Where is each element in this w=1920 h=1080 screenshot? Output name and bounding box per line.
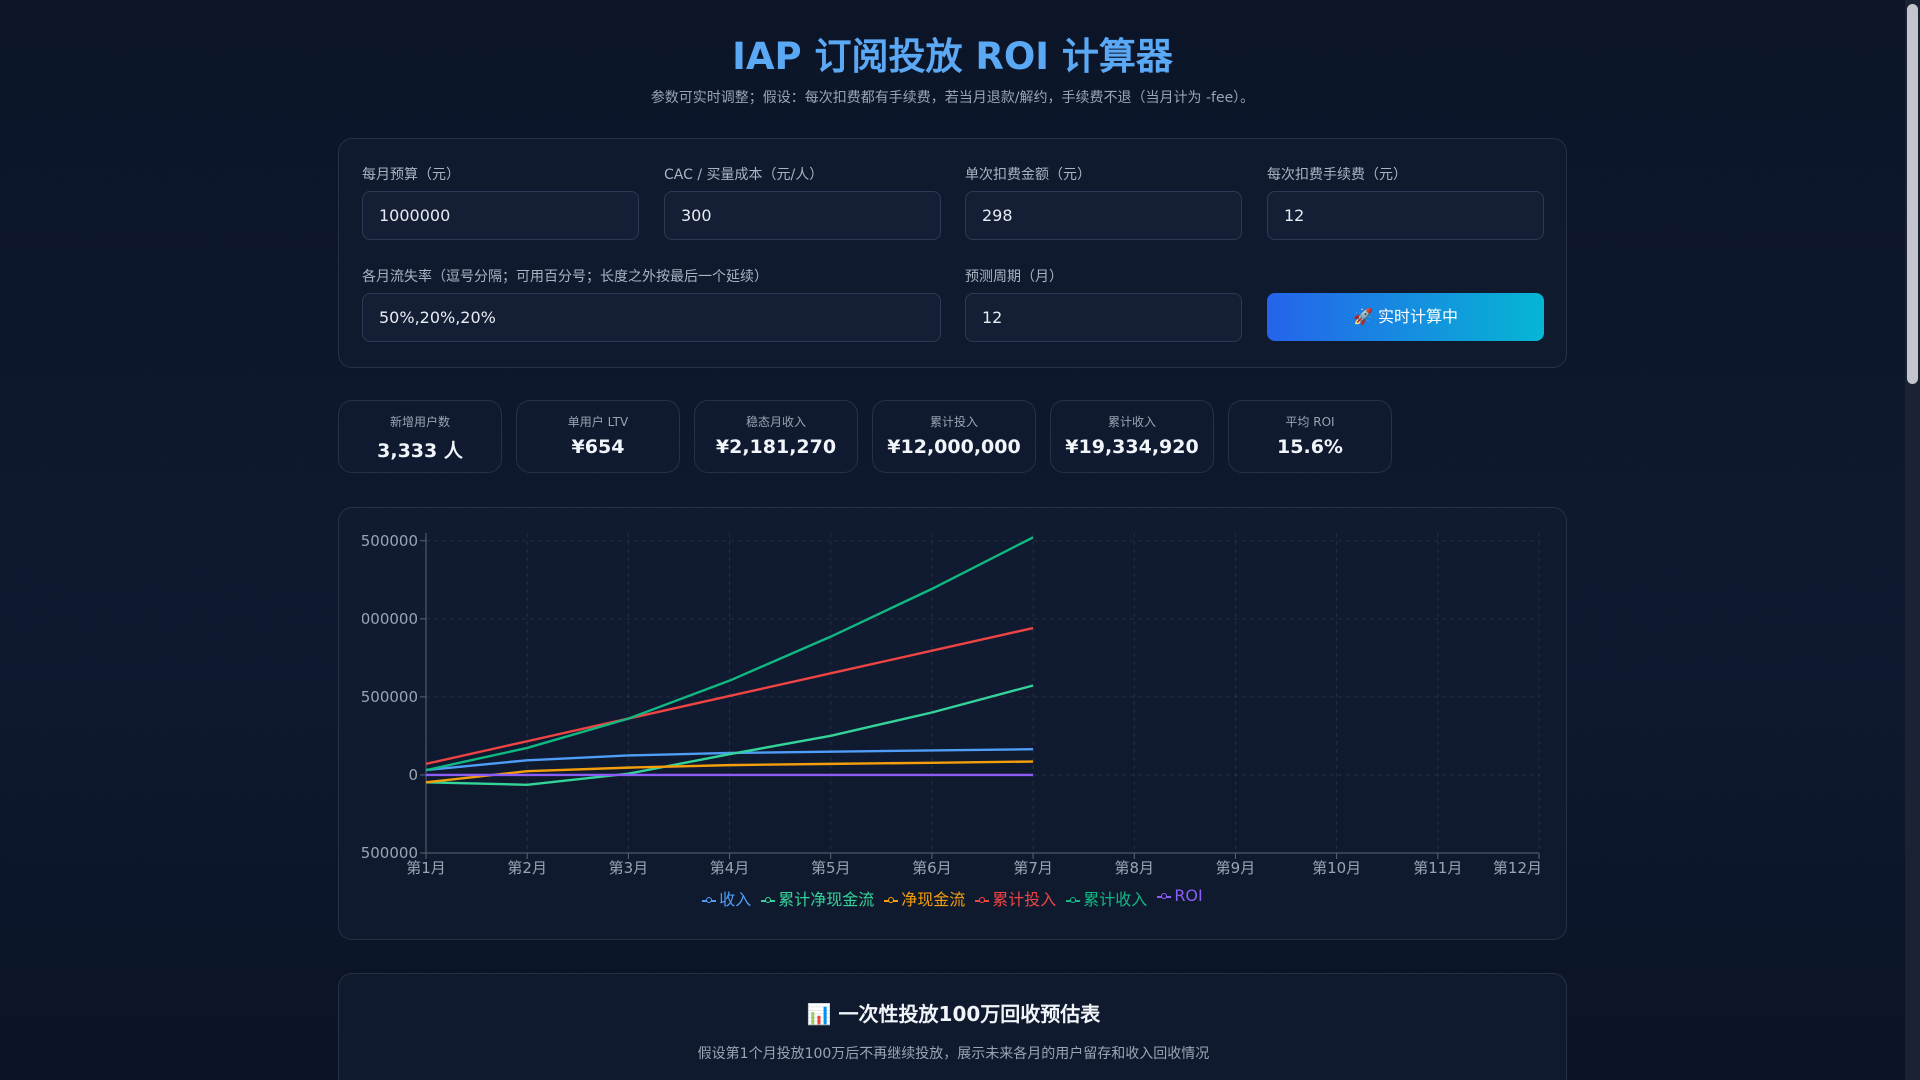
y-tick-label: 500000 xyxy=(361,688,418,706)
stat-card: 平均 ROI 15.6% xyxy=(1228,400,1392,473)
stat-value: ¥2,181,270 xyxy=(715,436,837,458)
x-tick-label: 第12月 xyxy=(1493,859,1542,877)
field-label: 各月流失率（逗号分隔；可用百分号；长度之外按最后一个延续） xyxy=(362,269,768,285)
stat-label: 稳态月收入 xyxy=(745,415,806,429)
x-tick-label: 第5月 xyxy=(811,859,851,877)
legend-dot xyxy=(979,896,986,903)
legend-marker xyxy=(1157,892,1172,899)
legend-marker xyxy=(975,896,990,903)
legend-dot xyxy=(706,896,713,903)
legend-label: 净现金流 xyxy=(901,890,966,909)
legend-marker xyxy=(702,896,717,903)
input[interactable]: 298 xyxy=(965,191,1242,240)
stat-card: 单用户 LTV ¥654 xyxy=(516,400,680,473)
series-line xyxy=(425,747,1034,772)
stat-value: ¥19,334,920 xyxy=(1065,436,1199,458)
x-tick-label: 第1月 xyxy=(406,859,446,877)
input[interactable]: 12 xyxy=(1267,191,1544,240)
legend-label: 累计投入 xyxy=(992,890,1057,909)
page-subtitle: 参数可实时调整；假设：每次扣费都有手续费，若当月退款/解约，手续费不退（当月计为… xyxy=(650,90,1255,106)
legend-item: 累计投入 xyxy=(975,886,1056,910)
calc-button[interactable]: 🚀 实时计算中 xyxy=(1267,293,1544,341)
legend-item: 累计收入 xyxy=(1066,886,1147,910)
stat-card: 累计投入 ¥12,000,000 xyxy=(872,400,1036,473)
field-label: 预测周期（月） xyxy=(965,269,1063,285)
legend-marker xyxy=(1066,896,1081,903)
stat-value: ¥12,000,000 xyxy=(887,436,1021,458)
y-tick-label: 0 xyxy=(408,766,418,784)
x-tick-label: 第4月 xyxy=(710,859,750,877)
legend: 收入 累计净现金流 净现金流 累计投入 累计收入 ROI xyxy=(338,886,1567,910)
legend-dot xyxy=(888,896,895,903)
field-label: CAC / 买量成本（元/人） xyxy=(664,167,824,183)
table-subtitle: 假设第1个月投放100万后不再继续投放，展示未来各月的用户留存和收入回收情况 xyxy=(697,1046,1210,1062)
stat-label: 新增用户数 xyxy=(389,415,450,429)
legend-label: 累计收入 xyxy=(1083,890,1148,909)
legend-dot xyxy=(765,896,772,903)
stat-label: 单用户 LTV xyxy=(567,415,629,429)
x-tick-label: 第3月 xyxy=(609,859,649,877)
stat-value: ¥654 xyxy=(571,436,625,458)
scroll-thumb[interactable] xyxy=(1907,4,1918,384)
table-title: 📊 一次性投放100万回收预估表 xyxy=(806,1002,1101,1026)
stat-label: 累计收入 xyxy=(1107,415,1156,429)
stat-label: 累计投入 xyxy=(929,415,978,429)
legend-item: 累计净现金流 xyxy=(761,886,874,910)
legend-dot xyxy=(1161,892,1168,899)
stat-value: 3,333 人 xyxy=(377,440,463,462)
x-tick-label: 第9月 xyxy=(1216,859,1256,877)
legend-label: 累计净现金流 xyxy=(778,890,875,909)
stat-value: 15.6% xyxy=(1277,436,1343,458)
x-tick-label: 第10月 xyxy=(1312,859,1361,877)
series-line xyxy=(425,684,1034,786)
legend-dot xyxy=(1070,896,1077,903)
legend-item: ROI xyxy=(1157,886,1203,910)
x-tick-label: 第11月 xyxy=(1413,859,1462,877)
x-tick-label: 第6月 xyxy=(912,859,952,877)
stat-card: 稳态月收入 ¥2,181,270 xyxy=(694,400,858,473)
x-tick-label: 第2月 xyxy=(507,859,547,877)
stat-card: 累计收入 ¥19,334,920 xyxy=(1050,400,1214,473)
input[interactable]: 50%,20%,20% xyxy=(362,293,941,342)
field-label: 单次扣费金额（元） xyxy=(965,167,1091,183)
legend-marker xyxy=(761,896,776,903)
input[interactable]: 300 xyxy=(664,191,941,240)
y-tick-label: -500000 xyxy=(355,844,418,862)
input[interactable]: 12 xyxy=(965,293,1242,342)
form-card: 每月预算（元） 1000000 CAC / 买量成本（元/人） 300 单次扣费… xyxy=(338,138,1567,368)
y-tick-label: 1500000 xyxy=(351,532,418,550)
field-label: 每月预算（元） xyxy=(362,167,460,183)
x-tick-label: 第7月 xyxy=(1013,859,1053,877)
legend-item: 收入 xyxy=(702,886,751,910)
series-line xyxy=(425,760,1034,784)
series-line xyxy=(425,536,1034,772)
series-line xyxy=(425,626,1034,766)
stat-label: 平均 ROI xyxy=(1285,415,1335,429)
legend-marker xyxy=(884,896,899,903)
input[interactable]: 1000000 xyxy=(362,191,639,240)
page-title: IAP 订阅投放 ROI 计算器 xyxy=(732,35,1173,78)
x-tick-label: 第8月 xyxy=(1114,859,1154,877)
field-label: 每次扣费手续费（元） xyxy=(1267,167,1407,183)
legend-label: ROI xyxy=(1174,886,1203,905)
legend-item: 净现金流 xyxy=(884,886,965,910)
stat-card: 新增用户数 3,333 人 xyxy=(338,400,502,473)
legend-label: 收入 xyxy=(719,890,752,909)
y-tick-label: 1000000 xyxy=(351,610,418,628)
table-card: 📊 一次性投放100万回收预估表 假设第1个月投放100万后不再继续投放，展示未… xyxy=(338,973,1567,1080)
